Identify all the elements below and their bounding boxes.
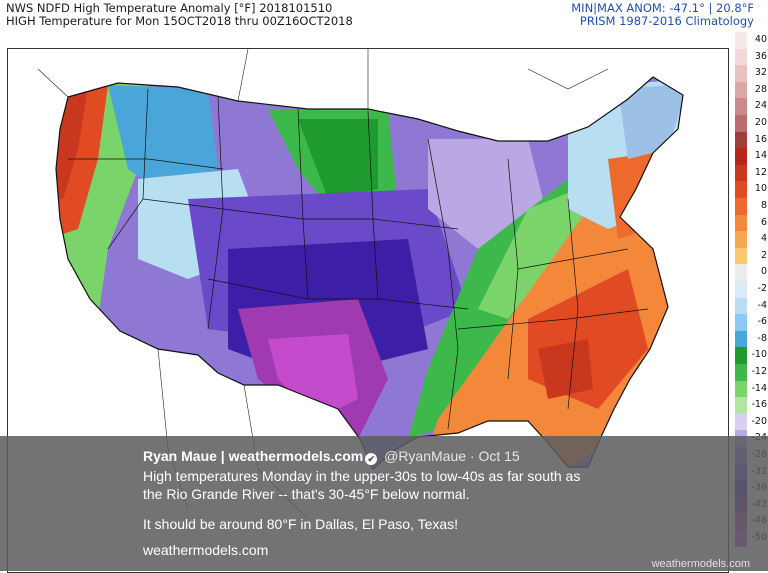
legend-swatch — [735, 81, 747, 99]
legend-swatch — [735, 115, 747, 133]
tweet-text-line-3: It should be around 80°F in Dallas, El P… — [143, 516, 459, 532]
legend-swatch — [735, 380, 747, 398]
legend-label: -14 — [751, 382, 767, 394]
minmax-anomaly: MIN|MAX ANOM: -47.1° | 20.8°F — [571, 1, 754, 15]
title-line-1: NWS NDFD High Temperature Anomaly [°F] 2… — [6, 1, 333, 15]
tweet-author-name[interactable]: Ryan Maue | weathermodels.com — [143, 448, 364, 464]
legend-label: -6 — [757, 316, 767, 328]
map-svg — [37, 49, 684, 520]
tweet-link[interactable]: weathermodels.com — [143, 542, 269, 558]
tweet-overlay: Ryan Maue | weathermodels.com ✔ @RyanMaue… — [0, 436, 768, 571]
watermark: weathermodels.com — [651, 558, 750, 570]
legend-swatch — [735, 198, 747, 216]
legend-swatch — [735, 264, 747, 282]
legend-swatch — [735, 297, 747, 315]
legend-label: 32 — [754, 67, 767, 79]
legend-swatch — [735, 364, 747, 382]
legend-swatch — [735, 330, 747, 348]
legend-swatch — [735, 48, 747, 66]
legend-swatch — [735, 65, 747, 83]
tweet-header: Ryan Maue | weathermodels.com ✔ @RyanMaue… — [143, 448, 520, 465]
legend-swatch — [735, 32, 747, 50]
legend-label: -12 — [751, 366, 767, 377]
legend-swatch — [735, 181, 747, 199]
legend-swatch — [735, 148, 747, 166]
legend-label: 0 — [760, 266, 767, 278]
legend-swatch — [735, 164, 747, 182]
legend-swatch — [735, 131, 747, 149]
map-stats: MIN|MAX ANOM: -47.1° | 20.8°F PRISM 1987… — [571, 2, 754, 28]
legend-label: 2 — [760, 249, 767, 261]
legend-label: 20 — [754, 117, 767, 128]
legend-label: -4 — [757, 299, 767, 311]
legend-swatch — [735, 214, 747, 232]
legend-label: -10 — [751, 349, 767, 361]
tweet-handle[interactable]: @RyanMaue — [384, 448, 467, 464]
legend-swatch — [735, 347, 747, 365]
legend-label: 16 — [754, 133, 767, 145]
legend-label: -20 — [751, 415, 767, 427]
legend-swatch — [735, 413, 747, 431]
legend-label: -2 — [757, 283, 767, 294]
legend-label: 28 — [754, 83, 767, 95]
tweet-date[interactable]: · Oct 15 — [469, 448, 520, 464]
legend-label: 36 — [754, 50, 767, 62]
legend-swatch — [735, 397, 747, 415]
legend-swatch — [735, 98, 747, 116]
state-borders — [68, 88, 649, 430]
tweet-text-line-1: High temperatures Monday in the upper-30… — [143, 468, 581, 484]
title-line-2: HIGH Temperature for Mon 15OCT2018 thru … — [6, 14, 353, 28]
legend-swatch — [735, 314, 747, 332]
legend-label: -16 — [751, 399, 767, 411]
legend-label: 24 — [754, 100, 767, 112]
tweet-text-line-2: the Rio Grande River -- that's 30-45°F b… — [143, 486, 470, 502]
climatology-label: PRISM 1987-2016 Climatology — [579, 14, 754, 28]
legend-swatch — [735, 281, 747, 299]
legend-swatch — [735, 247, 747, 265]
legend-label: 12 — [754, 166, 767, 178]
legend-label: 10 — [754, 183, 767, 195]
verified-icon: ✔ — [365, 453, 378, 465]
legend-label: 6 — [760, 216, 767, 228]
legend-label: 40 — [754, 34, 767, 45]
legend-label: 14 — [754, 150, 767, 162]
legend-swatch — [735, 231, 747, 249]
legend-label: -8 — [757, 332, 767, 344]
legend-label: 4 — [760, 233, 767, 245]
legend-label: 8 — [760, 200, 767, 211]
anomaly-field — [56, 77, 683, 469]
map-title: NWS NDFD High Temperature Anomaly [°F] 2… — [6, 2, 353, 28]
